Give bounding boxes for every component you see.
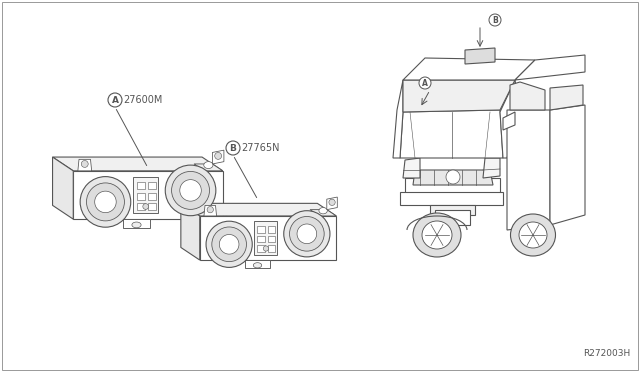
- Circle shape: [81, 160, 88, 167]
- Circle shape: [226, 141, 240, 155]
- Bar: [136, 182, 145, 189]
- Text: B: B: [230, 144, 236, 153]
- Polygon shape: [212, 150, 224, 164]
- Bar: [268, 236, 275, 242]
- Ellipse shape: [297, 224, 317, 244]
- Circle shape: [143, 203, 148, 209]
- Bar: [136, 193, 145, 200]
- Ellipse shape: [220, 234, 239, 254]
- Polygon shape: [52, 157, 223, 171]
- Ellipse shape: [253, 263, 262, 268]
- Polygon shape: [550, 105, 585, 225]
- Polygon shape: [181, 203, 336, 216]
- Polygon shape: [400, 192, 503, 205]
- Ellipse shape: [422, 221, 452, 249]
- Ellipse shape: [86, 183, 124, 221]
- Polygon shape: [500, 80, 520, 158]
- Polygon shape: [73, 171, 223, 219]
- Polygon shape: [403, 158, 420, 178]
- Bar: [257, 246, 265, 251]
- Polygon shape: [181, 203, 200, 260]
- Text: A: A: [422, 78, 428, 87]
- Polygon shape: [507, 110, 550, 230]
- Polygon shape: [403, 80, 515, 112]
- Ellipse shape: [80, 177, 131, 227]
- Ellipse shape: [212, 227, 246, 262]
- Circle shape: [263, 246, 269, 251]
- Polygon shape: [400, 110, 503, 158]
- Bar: [148, 182, 156, 189]
- Polygon shape: [510, 82, 545, 110]
- Circle shape: [446, 170, 460, 184]
- Text: R272003H: R272003H: [583, 349, 630, 358]
- Polygon shape: [310, 210, 336, 216]
- Polygon shape: [403, 58, 535, 80]
- Circle shape: [329, 199, 335, 205]
- Polygon shape: [200, 216, 336, 260]
- Ellipse shape: [206, 221, 252, 267]
- Bar: [136, 203, 145, 210]
- Polygon shape: [133, 177, 158, 214]
- Polygon shape: [78, 159, 92, 171]
- Circle shape: [108, 93, 122, 107]
- Polygon shape: [204, 205, 216, 216]
- Polygon shape: [327, 197, 337, 210]
- Polygon shape: [393, 80, 403, 158]
- Ellipse shape: [95, 191, 116, 213]
- Polygon shape: [194, 164, 223, 171]
- Circle shape: [207, 206, 213, 213]
- Ellipse shape: [319, 208, 327, 214]
- Ellipse shape: [511, 214, 556, 256]
- Bar: [148, 203, 156, 210]
- Ellipse shape: [413, 213, 461, 257]
- Text: 27765N: 27765N: [241, 143, 280, 153]
- Polygon shape: [430, 205, 475, 215]
- Ellipse shape: [165, 165, 216, 216]
- Ellipse shape: [172, 171, 209, 209]
- Polygon shape: [245, 260, 270, 269]
- Bar: [268, 246, 275, 251]
- Ellipse shape: [289, 217, 324, 251]
- Bar: [257, 227, 265, 233]
- Circle shape: [419, 77, 431, 89]
- Polygon shape: [413, 170, 493, 185]
- Polygon shape: [435, 210, 470, 225]
- Polygon shape: [503, 112, 515, 130]
- Ellipse shape: [204, 162, 213, 169]
- Circle shape: [214, 153, 221, 159]
- Polygon shape: [465, 48, 495, 64]
- Polygon shape: [515, 55, 585, 80]
- Polygon shape: [254, 221, 278, 255]
- Polygon shape: [550, 85, 583, 110]
- Text: 27600M: 27600M: [123, 95, 163, 105]
- Circle shape: [489, 14, 501, 26]
- Ellipse shape: [132, 222, 141, 228]
- Polygon shape: [483, 158, 500, 178]
- Ellipse shape: [180, 180, 202, 201]
- Ellipse shape: [519, 222, 547, 248]
- Bar: [257, 236, 265, 242]
- Text: A: A: [111, 96, 118, 105]
- Ellipse shape: [60, 163, 110, 214]
- Text: B: B: [492, 16, 498, 25]
- Ellipse shape: [187, 209, 234, 255]
- Polygon shape: [123, 219, 150, 228]
- Polygon shape: [405, 178, 500, 198]
- Polygon shape: [52, 157, 73, 219]
- Ellipse shape: [284, 211, 330, 257]
- Bar: [268, 227, 275, 233]
- Bar: [148, 193, 156, 200]
